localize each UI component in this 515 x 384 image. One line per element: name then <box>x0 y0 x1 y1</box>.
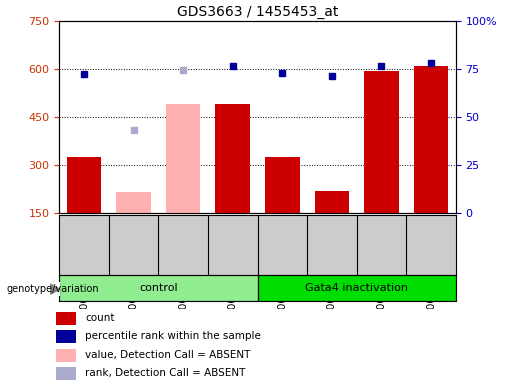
Bar <box>166 104 200 213</box>
Bar <box>66 157 101 213</box>
Text: Gata4 inactivation: Gata4 inactivation <box>305 283 408 293</box>
Polygon shape <box>50 284 60 294</box>
Text: control: control <box>139 283 178 293</box>
Bar <box>59 275 258 301</box>
Bar <box>215 104 250 213</box>
Text: count: count <box>85 313 115 323</box>
Bar <box>56 349 76 362</box>
Bar <box>315 191 349 213</box>
Title: GDS3663 / 1455453_at: GDS3663 / 1455453_at <box>177 5 338 19</box>
Bar <box>56 312 76 325</box>
Bar <box>56 330 76 343</box>
Text: percentile rank within the sample: percentile rank within the sample <box>85 331 262 341</box>
Bar <box>56 367 76 380</box>
Bar <box>116 192 151 213</box>
Text: rank, Detection Call = ABSENT: rank, Detection Call = ABSENT <box>85 368 246 378</box>
Bar <box>414 66 449 213</box>
Text: value, Detection Call = ABSENT: value, Detection Call = ABSENT <box>85 349 251 359</box>
Bar <box>258 275 456 301</box>
Text: genotype/variation: genotype/variation <box>6 284 99 294</box>
Bar <box>265 157 300 213</box>
Bar <box>364 71 399 213</box>
